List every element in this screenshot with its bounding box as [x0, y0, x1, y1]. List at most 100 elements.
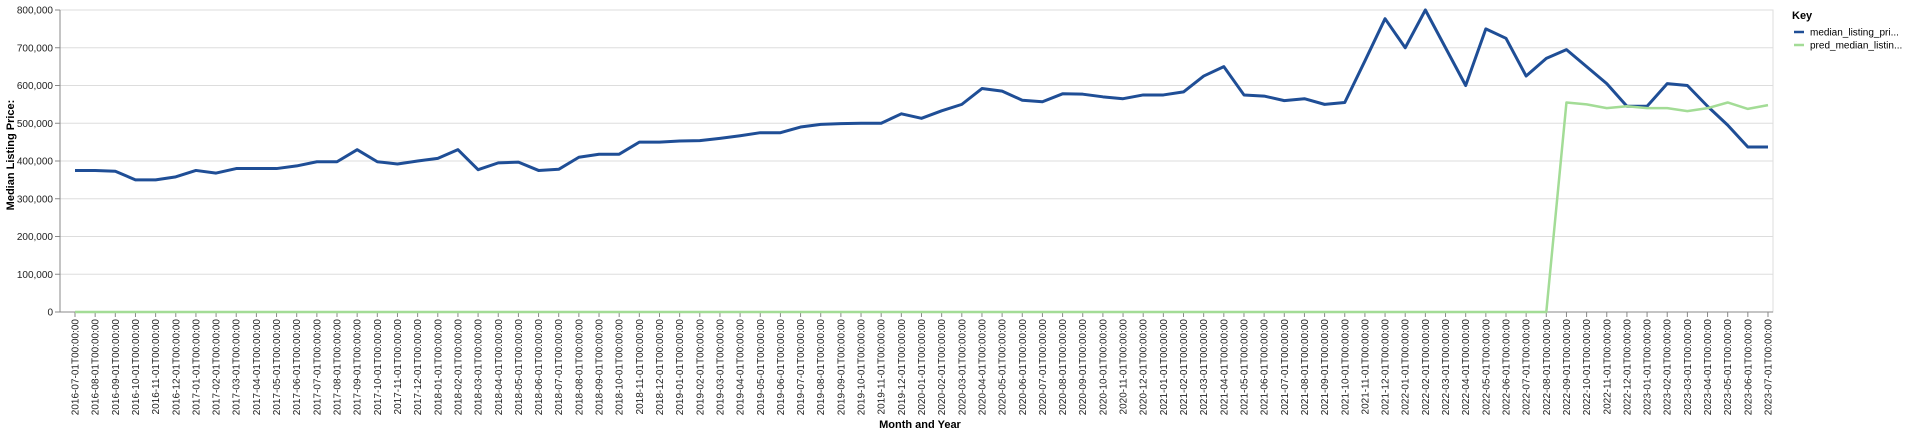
y-tick-label: 600,000 — [17, 81, 54, 92]
x-tick-label: 2022-08-01T00:00:00 — [1542, 319, 1553, 416]
x-tick-label: 2017-12-01T00:00:00 — [413, 319, 424, 416]
x-tick-label: 2017-08-01T00:00:00 — [333, 319, 344, 416]
x-tick-label: 2021-12-01T00:00:00 — [1381, 319, 1392, 416]
y-axis-title: Median Listing Price: — [5, 100, 17, 211]
y-tick-label: 400,000 — [17, 157, 54, 168]
x-tick-label: 2020-01-01T00:00:00 — [917, 319, 928, 416]
x-tick-label: 2018-06-01T00:00:00 — [534, 319, 545, 416]
x-tick-label: 2021-04-01T00:00:00 — [1219, 319, 1230, 416]
x-tick-label: 2022-01-01T00:00:00 — [1401, 319, 1412, 416]
x-tick-label: 2017-01-01T00:00:00 — [191, 319, 202, 416]
x-tick-label: 2019-12-01T00:00:00 — [897, 319, 908, 416]
x-tick-label: 2016-09-01T00:00:00 — [111, 319, 122, 416]
x-tick-label: 2018-08-01T00:00:00 — [574, 319, 585, 416]
x-tick-label: 2021-11-01T00:00:00 — [1360, 319, 1371, 415]
x-tick-label: 2017-04-01T00:00:00 — [252, 319, 263, 416]
x-tick-label: 2018-12-01T00:00:00 — [655, 319, 666, 416]
x-tick-label: 2020-08-01T00:00:00 — [1058, 319, 1069, 416]
x-tick-label: 2022-05-01T00:00:00 — [1481, 319, 1492, 416]
x-tick-label: 2019-08-01T00:00:00 — [816, 319, 827, 416]
x-tick-label: 2020-03-01T00:00:00 — [957, 319, 968, 416]
x-tick-label: 2019-04-01T00:00:00 — [736, 319, 747, 416]
x-axis: 2016-07-01T00:00:00 2016-08-01T00:00:00 20… — [60, 311, 1775, 416]
x-tick-label: 2018-04-01T00:00:00 — [494, 319, 505, 416]
x-tick-label: 2019-03-01T00:00:00 — [715, 319, 726, 416]
x-tick-label: 2020-10-01T00:00:00 — [1098, 319, 1109, 416]
x-tick-label: 2019-11-01T00:00:00 — [877, 319, 888, 415]
legend-label: median_listing_pri... — [1810, 28, 1899, 39]
x-tick-label: 2020-11-01T00:00:00 — [1119, 319, 1130, 415]
x-tick-label: 2020-05-01T00:00:00 — [998, 319, 1009, 416]
x-tick-label: 2022-12-01T00:00:00 — [1622, 319, 1633, 416]
x-tick-label: 2019-02-01T00:00:00 — [695, 319, 706, 416]
x-tick-label: 2021-02-01T00:00:00 — [1179, 319, 1190, 416]
x-tick-label: 2023-03-01T00:00:00 — [1683, 319, 1694, 416]
x-tick-label: 2021-01-01T00:00:00 — [1159, 319, 1170, 416]
y-tick-label: 700,000 — [17, 43, 54, 54]
x-tick-label: 2019-10-01T00:00:00 — [857, 319, 868, 416]
x-tick-label: 2018-09-01T00:00:00 — [595, 319, 606, 416]
x-tick-label: 2020-06-01T00:00:00 — [1018, 319, 1029, 416]
x-tick-label: 2022-11-01T00:00:00 — [1602, 319, 1613, 415]
x-tick-label: 2023-06-01T00:00:00 — [1743, 319, 1754, 416]
x-tick-label: 2018-11-01T00:00:00 — [635, 319, 646, 415]
series-lines — [75, 8, 1769, 314]
x-tick-label: 2020-12-01T00:00:00 — [1139, 319, 1150, 416]
x-tick-label: 2017-03-01T00:00:00 — [232, 319, 243, 416]
x-tick-label: 2017-10-01T00:00:00 — [373, 319, 384, 416]
x-tick-label: 2020-04-01T00:00:00 — [977, 319, 988, 416]
x-tick-label: 2017-05-01T00:00:00 — [272, 319, 283, 416]
x-tick-label: 2018-10-01T00:00:00 — [615, 319, 626, 416]
x-tick-label: 2019-09-01T00:00:00 — [836, 319, 847, 416]
x-tick-label: 2016-10-01T00:00:00 — [131, 319, 142, 416]
x-tick-label: 2017-09-01T00:00:00 — [353, 319, 364, 416]
x-tick-label: 2019-06-01T00:00:00 — [776, 319, 787, 416]
y-tick-label: 300,000 — [17, 194, 54, 205]
x-tick-label: 2022-06-01T00:00:00 — [1501, 319, 1512, 416]
x-tick-label: 2017-11-01T00:00:00 — [393, 319, 404, 415]
legend: Key median_listing_pri... pred_median_lis… — [1792, 10, 1902, 52]
x-tick-label: 2017-06-01T00:00:00 — [292, 319, 303, 416]
x-tick-label: 2022-04-01T00:00:00 — [1461, 319, 1472, 416]
x-tick-label: 2023-02-01T00:00:00 — [1663, 319, 1674, 416]
x-tick-label: 2022-09-01T00:00:00 — [1562, 319, 1573, 416]
x-tick-label: 2018-03-01T00:00:00 — [474, 319, 485, 416]
x-tick-label: 2023-07-01T00:00:00 — [1764, 319, 1775, 416]
x-tick-label: 2018-01-01T00:00:00 — [433, 319, 444, 416]
x-tick-label: 2018-02-01T00:00:00 — [453, 319, 464, 416]
x-tick-label: 2017-07-01T00:00:00 — [312, 319, 323, 416]
x-tick-label: 2021-08-01T00:00:00 — [1300, 319, 1311, 416]
x-tick-label: 2018-07-01T00:00:00 — [554, 319, 565, 416]
x-tick-label: 2020-07-01T00:00:00 — [1038, 319, 1049, 416]
legend-label: pred_median_listin... — [1810, 41, 1902, 52]
x-tick-label: 2016-12-01T00:00:00 — [171, 319, 182, 416]
x-tick-label: 2020-02-01T00:00:00 — [937, 319, 948, 416]
x-tick-label: 2022-03-01T00:00:00 — [1441, 319, 1452, 416]
x-tick-label: 2021-10-01T00:00:00 — [1340, 319, 1351, 416]
x-tick-label: 2016-07-01T00:00:00 — [71, 319, 82, 416]
x-tick-label: 2021-05-01T00:00:00 — [1239, 319, 1250, 416]
x-tick-label: 2022-07-01T00:00:00 — [1522, 319, 1533, 416]
x-tick-label: 2022-10-01T00:00:00 — [1582, 319, 1593, 416]
y-tick-label: 500,000 — [17, 119, 54, 130]
x-tick-label: 2023-01-01T00:00:00 — [1643, 319, 1654, 416]
x-tick-label: 2019-01-01T00:00:00 — [675, 319, 686, 416]
y-tick-label: 200,000 — [17, 232, 54, 243]
x-tick-label: 2020-09-01T00:00:00 — [1078, 319, 1089, 416]
series-line-1 — [75, 8, 1768, 182]
x-tick-label: 2016-11-01T00:00:00 — [151, 319, 162, 415]
x-tick-label: 2021-09-01T00:00:00 — [1320, 319, 1331, 416]
y-axis: 0 100,000 200,000 300,000 400,000 500,000 600,… — [17, 6, 61, 319]
y-tick-label: 0 — [47, 308, 53, 319]
x-tick-label: 2017-02-01T00:00:00 — [212, 319, 223, 416]
series-line-2 — [75, 101, 1769, 314]
x-tick-label: 2023-05-01T00:00:00 — [1723, 319, 1734, 416]
x-tick-label: 2023-04-01T00:00:00 — [1703, 319, 1714, 416]
x-axis-title: Month and Year — [879, 419, 961, 431]
y-tick-label: 800,000 — [17, 6, 54, 17]
x-tick-label: 2021-07-01T00:00:00 — [1280, 319, 1291, 416]
x-tick-label: 2019-07-01T00:00:00 — [796, 319, 807, 416]
x-tick-label: 2016-08-01T00:00:00 — [91, 319, 102, 416]
x-tick-label: 2019-05-01T00:00:00 — [756, 319, 767, 416]
